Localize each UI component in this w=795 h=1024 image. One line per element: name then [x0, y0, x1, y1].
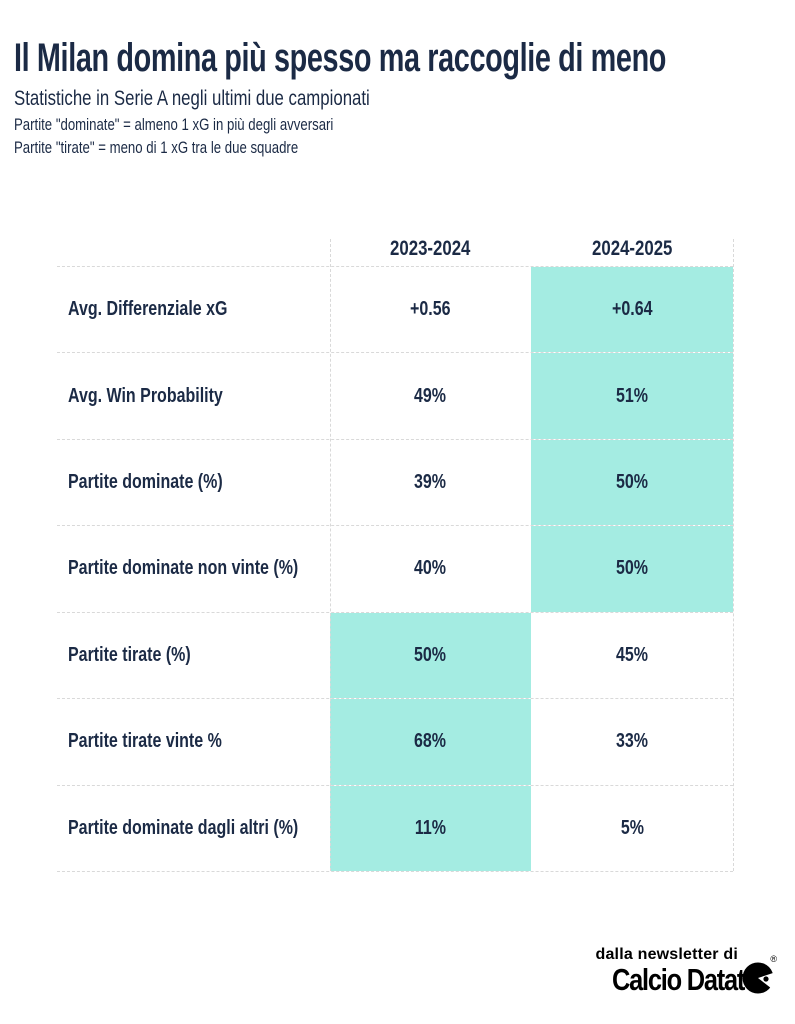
table-vertical-divider	[330, 239, 331, 871]
cell-2024-2025: +0.64	[531, 267, 733, 353]
cell-2024-2025: 45%	[615, 643, 649, 666]
cell-2023-2024: 68%	[330, 699, 531, 785]
footer-tagline: dalla newsletter di	[595, 946, 738, 963]
registered-trademark-symbol: ®	[770, 954, 777, 964]
table-row: Partite dominate dagli altri (%) 11% 5%	[57, 784, 733, 871]
brand-logo: Calcio Datat ®	[583, 954, 777, 999]
cell-2023-2024: 11%	[330, 785, 531, 871]
page-subtitle: Statistiche in Serie A negli ultimi due …	[14, 87, 459, 110]
table-body: Avg. Differenziale xG +0.56 +0.64 Avg. W…	[57, 266, 733, 872]
definition-notes: Partite "dominate" = almeno 1 xG in più …	[14, 114, 413, 160]
row-label: Partite tirate (%)	[68, 643, 191, 666]
brand-disc-wrap: ®	[742, 954, 777, 999]
row-label: Avg. Win Probability	[68, 384, 223, 407]
row-label: Partite dominate (%)	[68, 471, 223, 494]
column-header-2023-2024: 2023-2024	[390, 237, 471, 260]
cell-2023-2024: 39%	[414, 471, 447, 494]
column-header-2024-2025: 2024-2025	[591, 237, 673, 260]
cell-2024-2025: 51%	[531, 353, 733, 439]
page-title: Il Milan domina più spesso ma raccoglie …	[14, 38, 795, 78]
row-label: Avg. Differenziale xG	[68, 298, 228, 321]
table-row: Partite dominate (%) 39% 50%	[57, 438, 733, 526]
ball-disc-icon	[742, 962, 776, 994]
row-label: Partite dominate dagli altri (%)	[68, 816, 299, 839]
cell-2023-2024: +0.56	[410, 298, 451, 321]
page-subtitle-text: Statistiche in Serie A negli ultimi due …	[14, 87, 370, 110]
table-row: Partite tirate vinte % 68% 33%	[57, 698, 733, 785]
cell-2023-2024: 40%	[414, 557, 447, 580]
cell-2024-2025: 5%	[620, 816, 644, 839]
table-row: Avg. Win Probability 49% 51%	[57, 352, 733, 439]
table-row: Avg. Differenziale xG +0.56 +0.64	[57, 266, 733, 353]
page-title-text: Il Milan domina più spesso ma raccoglie …	[14, 36, 667, 80]
row-label: Partite tirate vinte %	[68, 730, 222, 753]
note-dominate: Partite "dominate" = almeno 1 xG in più …	[14, 116, 334, 134]
cell-2024-2025: 50%	[531, 439, 733, 526]
table-right-border	[733, 239, 734, 871]
cell-2023-2024: 50%	[330, 612, 531, 699]
note-tirate: Partite "tirate" = meno di 1 xG tra le d…	[14, 139, 299, 157]
cell-2024-2025: 33%	[615, 730, 649, 753]
table-row: Partite tirate (%) 50% 45%	[57, 611, 733, 699]
table-header-row: 2023-2024 2024-2025	[57, 232, 733, 266]
row-label: Partite dominate non vinte (%)	[68, 557, 299, 580]
brand-logo-text: Calcio Datat	[611, 961, 745, 997]
cell-2024-2025: 50%	[531, 526, 733, 612]
table-header-spacer	[57, 232, 330, 266]
table-row: Partite dominate non vinte (%) 40% 50%	[57, 525, 733, 612]
cell-2023-2024: 49%	[414, 384, 447, 407]
